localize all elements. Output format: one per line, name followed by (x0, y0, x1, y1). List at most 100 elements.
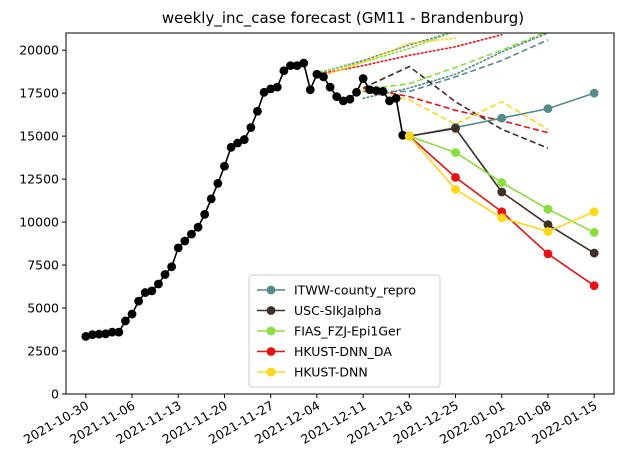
truth-point-3 (101, 329, 111, 339)
truth-point-33 (299, 58, 309, 68)
truth-point-20 (213, 179, 223, 188)
axes-frame (65, 32, 615, 395)
y-tick-label-2: 5000 (27, 301, 59, 316)
truth-point-9 (140, 288, 150, 297)
truth-point-32 (292, 61, 302, 71)
plot-area (81, 33, 599, 341)
truth-point-23 (233, 138, 243, 148)
truth-point-19 (206, 194, 216, 204)
truth-point-30 (279, 66, 289, 76)
truth-point-11 (154, 279, 163, 289)
truth-point-17 (193, 222, 203, 232)
truth-point-21 (220, 161, 229, 171)
truth-point-2 (94, 329, 104, 339)
truth-point-15 (180, 236, 190, 246)
truth-point-6 (121, 316, 130, 326)
legend-marker-4 (266, 367, 276, 377)
series-point-3-2 (497, 207, 507, 217)
truth-point-47 (391, 93, 401, 103)
series-point-4-1 (451, 185, 460, 194)
truth-point-40 (345, 94, 355, 104)
truth-point-14 (173, 243, 183, 253)
truth-point-28 (266, 84, 276, 94)
forecast-trace-5 (316, 33, 454, 74)
series-point-0-4 (589, 88, 599, 98)
truth-point-1 (88, 330, 97, 340)
series-point-4-2 (497, 213, 507, 223)
series-point-0-2 (497, 113, 507, 123)
series-point-4-0 (404, 131, 414, 141)
series-point-1-3 (543, 220, 553, 230)
y-tick-label-8: 20000 (19, 43, 59, 58)
truth-point-34 (305, 85, 315, 95)
series-point-2-4 (589, 228, 599, 237)
legend: ITWW-county_repro USC-SIkJalpha FIAS_FZJ-E… (248, 274, 441, 388)
legend-label-3: HKUST-DNN_DA (294, 344, 392, 359)
truth-point-8 (134, 296, 144, 306)
truth-point-29 (272, 82, 282, 92)
y-tick-label-1: 2500 (27, 344, 59, 359)
y-tick-label-6: 15000 (19, 129, 59, 144)
truth-point-39 (338, 96, 348, 106)
forecast-trace-7 (316, 33, 503, 76)
series-point-3-3 (543, 249, 553, 259)
series-point-3-1 (451, 173, 460, 182)
truth-point-38 (332, 92, 342, 102)
truth-point-16 (187, 229, 196, 239)
legend-label-1: USC-SIkJalpha (294, 303, 382, 318)
legend-label-4: HKUST-DNN (294, 365, 368, 380)
forecast-trace-6 (362, 87, 549, 134)
truth-point-44 (371, 86, 381, 95)
legend-label-2: FIAS_FZJ-Epi1Ger (294, 324, 402, 339)
truth-point-18 (200, 209, 210, 219)
truth-point-46 (385, 96, 394, 106)
series-point-2-1 (451, 148, 460, 157)
truth-point-42 (358, 74, 368, 83)
legend-marker-3 (266, 347, 276, 356)
legend-marker-2 (266, 326, 276, 336)
forecast-trace-1 (362, 33, 549, 100)
truth-point-45 (378, 87, 388, 96)
series-point-3-4 (589, 281, 599, 291)
truth-point-12 (160, 270, 170, 279)
plot-content (81, 33, 599, 341)
chart-title: weekly_inc_case forecast (GM11 - Branden… (162, 9, 524, 28)
forecast-trace-9 (316, 37, 457, 79)
truth-point-10 (147, 286, 157, 296)
series-point-2-2 (497, 178, 507, 187)
legend-marker-0 (266, 285, 276, 295)
series-point-1-2 (497, 187, 507, 197)
series-point-1-1 (451, 124, 460, 133)
series-point-0-3 (543, 104, 553, 114)
truth-point-26 (253, 106, 262, 116)
truth-point-0 (81, 332, 91, 341)
truth-point-7 (127, 309, 137, 319)
legend-marker-1 (266, 306, 276, 315)
truth-point-37 (325, 82, 335, 92)
truth-point-4 (107, 327, 117, 337)
truth-point-5 (114, 327, 124, 337)
y-tick-label-5: 12500 (19, 172, 59, 187)
forecast-trace-3 (362, 65, 549, 149)
y-tick-label-3: 7500 (27, 258, 59, 273)
truth-point-25 (246, 123, 256, 132)
truth-point-48 (398, 130, 408, 140)
truth-point-35 (312, 69, 322, 79)
truth-point-24 (239, 135, 249, 144)
series-point-2-3 (543, 204, 553, 214)
truth-point-41 (352, 87, 361, 97)
series-point-4-4 (589, 207, 599, 217)
truth-point-36 (319, 72, 328, 82)
truth-point-31 (286, 61, 295, 71)
truth-point-22 (226, 142, 236, 152)
truth-point-43 (365, 85, 375, 95)
series-point-1-4 (589, 248, 599, 258)
series-point-4-3 (543, 227, 553, 236)
y-tick-label-0: 0 (51, 387, 59, 402)
truth-point-13 (167, 262, 177, 272)
forecast-trace-2 (316, 33, 453, 75)
y-tick-label-4: 10000 (19, 215, 59, 230)
forecast-trace-0 (363, 39, 549, 93)
legend-box (248, 274, 441, 388)
